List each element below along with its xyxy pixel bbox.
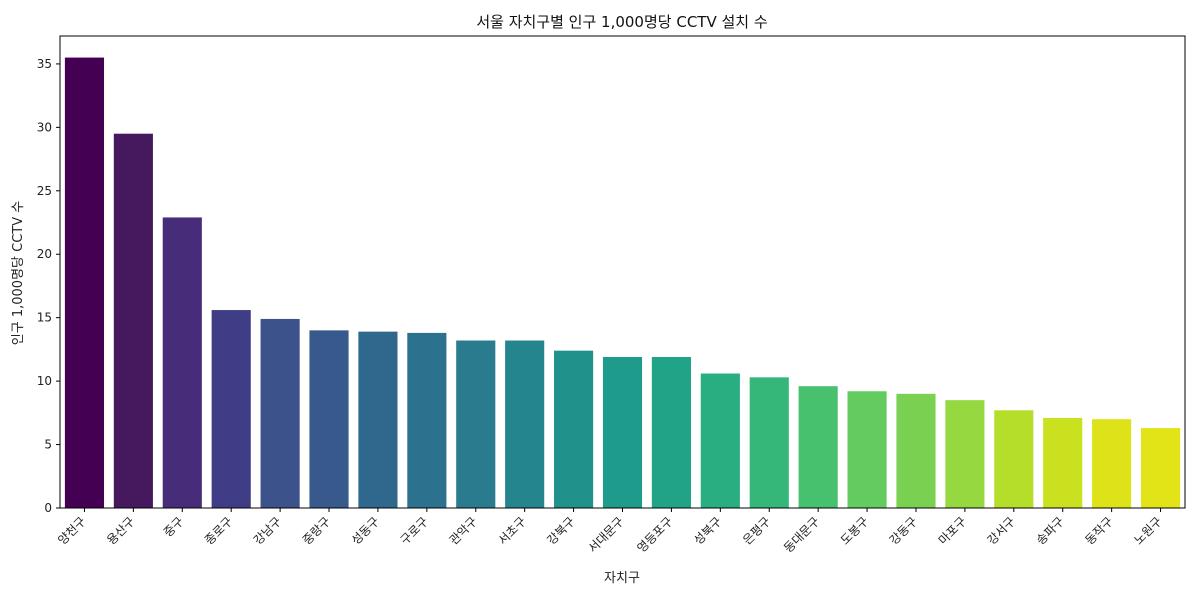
y-tick-label: 10	[37, 374, 52, 388]
x-tick-label: 강동구	[887, 514, 920, 547]
x-tick-label: 동작구	[1082, 514, 1115, 547]
y-tick-label: 15	[37, 311, 52, 325]
x-tick-label: 종로구	[202, 514, 235, 547]
y-tick-label: 0	[44, 501, 52, 515]
x-tick-label: 성북구	[691, 514, 724, 547]
x-tick-label: 노원구	[1131, 514, 1164, 547]
chart-title: 서울 자치구별 인구 1,000명당 CCTV 설치 수	[476, 13, 767, 31]
y-tick-label: 35	[37, 57, 52, 71]
bar-구로구	[407, 332, 447, 508]
bar-강서구	[994, 410, 1034, 508]
x-tick-label: 강남구	[251, 514, 284, 547]
x-tick-label: 중랑구	[300, 514, 333, 547]
bar-중구	[162, 217, 202, 508]
bar-양천구	[64, 57, 105, 509]
x-tick-label: 관악구	[447, 514, 480, 547]
y-tick-label: 25	[37, 184, 52, 198]
bar-용산구	[113, 133, 153, 509]
x-axis: 양천구 용산구 중구 종로구 강남구 중랑구 성동구 구로구 관악구 서초구 강북구 서대문구 영등포구…	[55, 508, 1165, 555]
bar-종로구	[211, 310, 251, 508]
y-tick-label: 30	[37, 120, 52, 134]
x-tick-label: 동대문구	[781, 514, 822, 555]
bar-성북구	[700, 373, 740, 508]
x-axis-label: 자치구	[604, 571, 640, 586]
bar-마포구	[945, 400, 985, 508]
x-tick-label: 강서구	[985, 514, 1018, 547]
bar-도봉구	[847, 391, 887, 508]
plot-area	[59, 35, 1186, 509]
x-tick-label: 도봉구	[838, 514, 871, 547]
x-tick-label: 서대문구	[585, 514, 626, 555]
x-tick-label: 마포구	[936, 514, 969, 547]
y-tick-label: 20	[37, 247, 52, 261]
bar-강북구	[554, 350, 594, 508]
bar-중랑구	[309, 330, 349, 508]
y-axis: 0 5 10 15 20 25 30 35	[37, 57, 60, 515]
bar-영등포구	[651, 357, 691, 508]
x-tick-label: 강북구	[544, 514, 577, 547]
x-tick-label: 은평구	[740, 514, 773, 547]
bar-동작구	[1092, 419, 1132, 508]
y-axis-label: 인구 1,000명당 CCTV 수	[11, 201, 26, 345]
bar-송파구	[1043, 417, 1083, 508]
x-tick-label: 양천구	[55, 514, 89, 548]
x-tick-label: 영등포구	[634, 514, 675, 555]
bar-성동구	[358, 331, 398, 508]
bar-관악구	[456, 340, 496, 508]
bar-강동구	[896, 393, 936, 508]
bar-동대문구	[798, 386, 838, 508]
x-tick-label: 구로구	[398, 514, 431, 547]
bar-은평구	[749, 377, 789, 508]
bar-강남구	[260, 318, 300, 508]
x-tick-label: 송파구	[1034, 514, 1067, 547]
bar-서대문구	[602, 357, 643, 508]
x-tick-label: 용산구	[104, 514, 137, 547]
bar-서초구	[505, 340, 545, 508]
y-tick-label: 5	[44, 438, 52, 452]
x-tick-label: 서초구	[495, 514, 528, 547]
x-tick-label: 성동구	[349, 514, 382, 547]
x-tick-label: 중구	[161, 514, 187, 540]
bar-노원구	[1140, 428, 1181, 508]
